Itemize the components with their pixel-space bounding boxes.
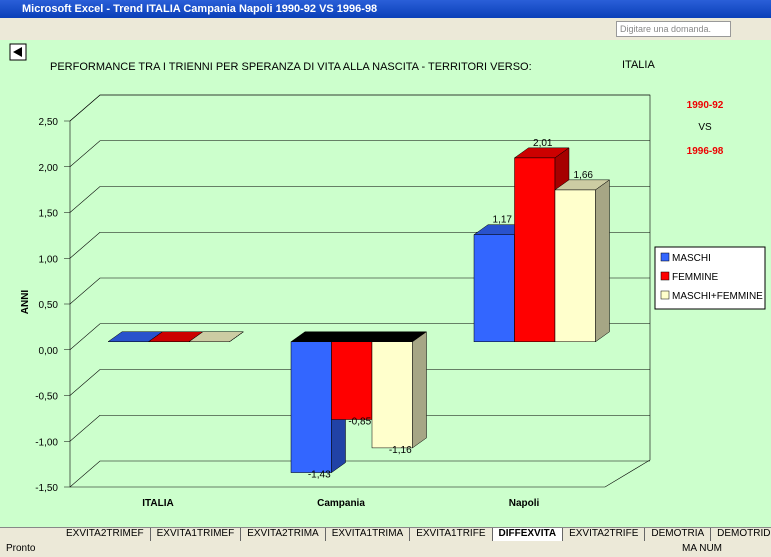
territory: ITALIA <box>622 59 655 71</box>
y-tick-label: -0,50 <box>35 392 58 403</box>
bar-front <box>371 341 413 449</box>
status-left: Pronto <box>6 543 36 554</box>
sheet-tab[interactable]: EXVITA1TRIMEF <box>151 528 242 541</box>
x-tick-label: Napoli <box>509 498 540 509</box>
legend-label: MASCHI+FEMMINE <box>672 291 763 302</box>
sheet-tab[interactable]: EXVITA2TRIMEF <box>60 528 151 541</box>
y-tick-label: 0,00 <box>39 346 59 357</box>
x-tick-label: ITALIA <box>142 498 173 509</box>
y-tick-label: 1,00 <box>39 254 59 265</box>
grid-line <box>64 231 650 259</box>
value-label: -0,85 <box>348 417 371 428</box>
sheet-tab[interactable]: EXVITA1TRIFE <box>410 528 493 541</box>
legend-label: FEMMINE <box>672 272 718 283</box>
x-tick-label: Campania <box>317 498 365 509</box>
sheet-tabs: EXVITA2TRIMEF EXVITA1TRIMEF EXVITA2TRIMA EX… <box>0 527 771 541</box>
bar-side <box>412 331 427 449</box>
legend-swatch <box>660 271 670 281</box>
y-tick-label: -1,00 <box>35 437 58 448</box>
bar-front <box>514 157 556 342</box>
chart: PERFORMANCE TRA I TRIENNI PER SPERANZA D… <box>0 40 771 527</box>
sheet-tab[interactable]: DEMOTRIA <box>645 528 712 541</box>
bar <box>371 331 428 449</box>
grid-line <box>64 140 650 168</box>
title-bar: Microsoft Excel - Trend ITALIA Campania … <box>0 0 771 18</box>
grid-line <box>64 277 650 305</box>
legend-swatch <box>660 252 670 262</box>
bar-front <box>473 234 515 343</box>
legend-box <box>654 246 766 310</box>
y-tick-label: 1,50 <box>39 209 59 220</box>
y-tick-label: 2,00 <box>39 163 59 174</box>
sheet-tab[interactable]: EXVITA1TRIMA <box>326 528 411 541</box>
y-tick-label: 0,50 <box>39 300 59 311</box>
search-box[interactable]: Digitare una domanda. <box>616 21 731 37</box>
bar-front <box>554 189 596 342</box>
bar <box>188 331 245 342</box>
chart-title: PERFORMANCE TRA I TRIENNI PER SPERANZA D… <box>50 61 532 73</box>
sheet-tab[interactable]: DEMOTRIDIFF <box>711 528 771 541</box>
grid-line <box>64 186 650 213</box>
status-right: MA NUM <box>682 543 722 554</box>
period-a: 1990-92 <box>687 100 724 111</box>
toolbar: Digitare una domanda. <box>0 18 771 41</box>
grid-line <box>64 460 650 488</box>
vs: VS <box>698 122 712 133</box>
legend-swatch <box>660 290 670 300</box>
grid-line <box>64 323 650 351</box>
bar-front <box>290 341 332 473</box>
sheet-tab[interactable]: EXVITA2TRIFE <box>563 528 646 541</box>
bar-side <box>595 179 610 343</box>
grid-line <box>64 94 650 122</box>
bar <box>554 179 611 343</box>
sheet-tab[interactable]: DIFFEXVITA <box>492 528 564 541</box>
value-label: 1,17 <box>493 215 513 226</box>
value-label: 2,01 <box>533 138 553 149</box>
legend-label: MASCHI <box>672 253 711 264</box>
period-b: 1996-98 <box>687 146 724 157</box>
status-bar: Pronto MA NUM <box>0 541 771 557</box>
legend: MASCHI FEMMINE MASCHI+FEMMINE <box>654 246 766 310</box>
y-tick-label: -1,50 <box>35 483 58 494</box>
bar-front <box>331 341 373 420</box>
sheet-tab[interactable]: EXVITA2TRIMA <box>241 528 326 541</box>
value-label: 1,66 <box>574 170 594 181</box>
bar-side <box>229 331 244 342</box>
back-arrow <box>13 47 22 57</box>
value-label: -1,16 <box>389 445 412 456</box>
y-axis-label: ANNI <box>20 290 31 315</box>
y-tick-label: 2,50 <box>39 117 59 128</box>
value-label: -1,43 <box>308 470 331 481</box>
